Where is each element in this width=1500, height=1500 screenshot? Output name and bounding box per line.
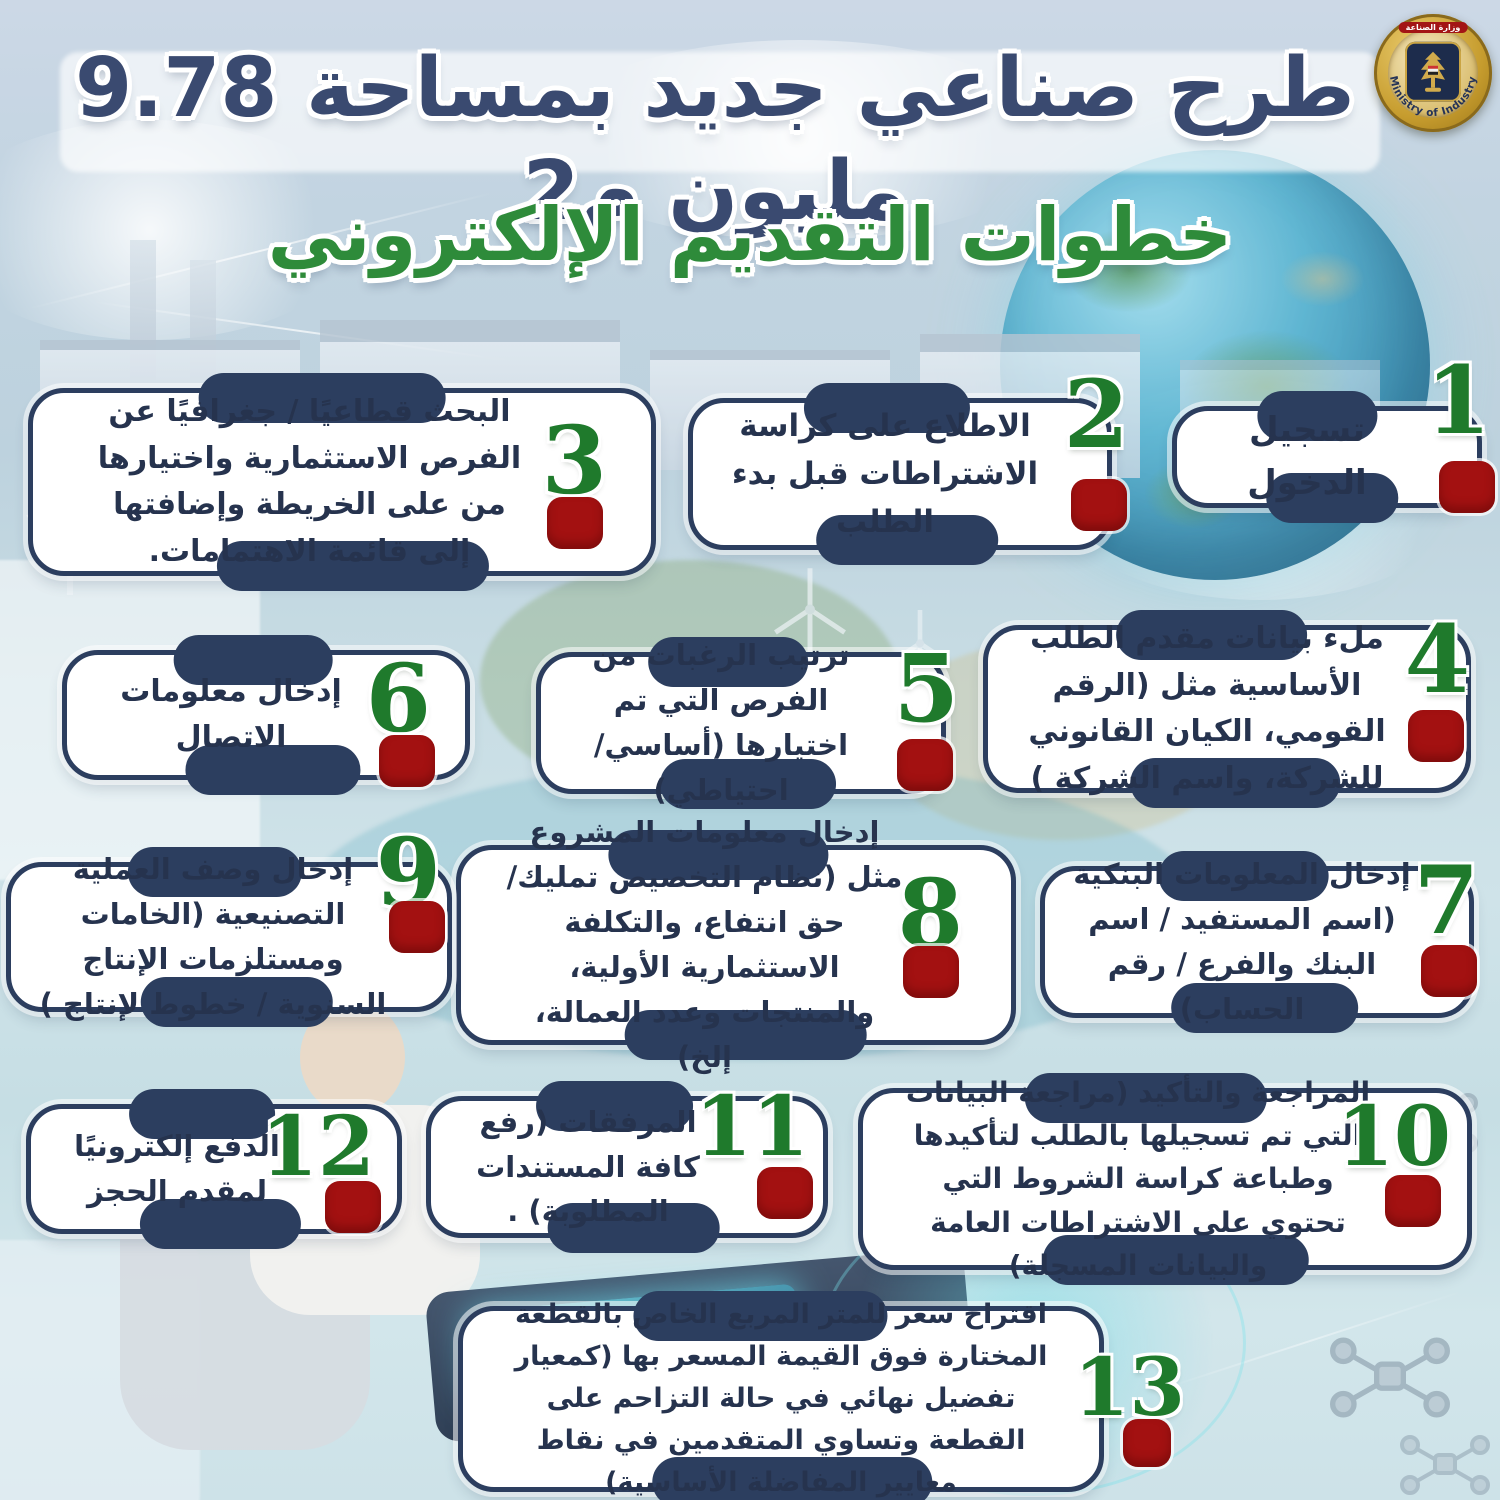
step-card-4: 4 ملء بيانات مقدم الطلب الأساسية مثل (ال… (983, 610, 1471, 808)
card-tab (652, 1457, 933, 1500)
step-marker-square (379, 735, 435, 787)
step-text: ملء بيانات مقدم الطلب الأساسية مثل (الرق… (1028, 621, 1386, 796)
drone-icon (1330, 1337, 1450, 1418)
step-card-10: 10 المراجعة والتأكيد (مراجعة البيانات ال… (858, 1073, 1472, 1285)
step-marker-square (1439, 461, 1495, 513)
step-text: تسجيل الدخول (1247, 410, 1367, 503)
egypt-eagle-emblem-icon (1405, 41, 1461, 102)
card-tab (127, 847, 303, 897)
card-tab (1257, 391, 1378, 441)
step-card-7: 7 إدخال المعلومات البنكية (اسم المستفيد … (1040, 851, 1479, 1033)
step-number: 8 (897, 859, 963, 969)
step-number: 10 (1336, 1089, 1451, 1185)
step-text: اقتراح سعر للمتر المربع الخاص بالقطعة ال… (514, 1299, 1048, 1498)
step-card-1: 1 تسجيل الدخول (1172, 354, 1495, 523)
card-tab (216, 541, 489, 591)
card-tab (1042, 1235, 1309, 1285)
step-marker-square (325, 1181, 381, 1233)
card-tab (198, 373, 446, 423)
step-card-9: 9 إدخال وصف العملية التصنيعية (الخامات و… (6, 826, 452, 1027)
ministry-of-industry-logo: وزارة الصناعة Ministry of Industry (1374, 14, 1492, 132)
step-number: 7 (1413, 846, 1479, 956)
step-marker-square (757, 1167, 813, 1219)
card-tab (1266, 473, 1399, 523)
logo-arabic-banner: وزارة الصناعة (1398, 22, 1468, 33)
step-card-11: 11 المرفقات (رفع كافة المستندات المطلوبة… (426, 1081, 828, 1253)
step-number: 13 (1073, 1340, 1185, 1434)
card-tab (803, 383, 970, 433)
card-tab (648, 637, 809, 687)
card-tab (139, 1199, 301, 1249)
title-backdrop (60, 52, 1380, 172)
step-text: ترتيب الرغبات من الفرص التي تم اختيارها … (592, 638, 850, 807)
step-marker-square (1385, 1175, 1441, 1227)
step-number: 11 (694, 1079, 809, 1175)
svg-text:Ministry of Industry: Ministry of Industry (1387, 75, 1479, 119)
step-text: إدخال المعلومات البنكية (اسم المستفيد / … (1073, 857, 1411, 1026)
step-text: المراجعة والتأكيد (مراجعة البيانات التي … (905, 1075, 1371, 1283)
card-tab (173, 635, 333, 685)
step-card-5: 5 ترتيب الرغبات من الفرص التي تم اختياره… (536, 637, 959, 809)
card-tab (185, 745, 361, 795)
step-number: 12 (260, 1099, 375, 1195)
card-tab (536, 1081, 693, 1131)
step-card-6: 6 إدخال معلومات الاتصال (62, 635, 470, 795)
card-tab (1171, 983, 1358, 1033)
card-tab (1130, 758, 1341, 808)
card-tab (660, 759, 837, 809)
step-card-2: 2 الاطلاع على كراسة الاشتراطات قبل بدء ا… (688, 368, 1129, 565)
step-marker-square (547, 497, 603, 549)
card-tab (624, 1010, 867, 1060)
step-number: 1 (1425, 346, 1491, 456)
step-marker-square (1123, 1419, 1171, 1467)
step-marker-square (1421, 945, 1477, 997)
page-title: طرح صناعي جديد بمساحة 9.78 مليون م2 (75, 41, 1356, 239)
step-card-3: 3 البحث قطاعيًا / جغرافيًا عن الفرص الاس… (28, 373, 656, 591)
step-card-8: 8 إدخال معلومات المشروع مثل (نظام التخصي… (456, 815, 1016, 1074)
card-tab (1024, 1073, 1267, 1123)
step-number: 6 (365, 644, 431, 754)
card-tab (129, 1089, 276, 1139)
step-marker-square (903, 946, 959, 998)
step-number: 5 (893, 634, 959, 744)
step-marker-square (897, 739, 953, 791)
card-tab (608, 830, 829, 880)
step-text: المرفقات (رفع كافة المستندات المطلوبة) . (476, 1104, 700, 1229)
step-marker-square (1408, 710, 1464, 762)
step-text: إدخال وصف العملية التصنيعية (الخامات ومس… (39, 852, 387, 1021)
step-number: 4 (1404, 605, 1470, 715)
card-tab (816, 515, 999, 565)
card-tab (140, 977, 333, 1027)
step-text: الاطلاع على كراسة الاشتراطات قبل بدء الط… (731, 407, 1039, 541)
step-marker-square (1071, 479, 1127, 531)
logo-curved-text: Ministry of Industry (1387, 75, 1479, 119)
card-tab (1158, 851, 1329, 901)
step-text: الدفع إلكترونيًا لمقدم الحجز (74, 1129, 280, 1208)
page-subtitle: خطوات التقديم الإلكتروني (267, 192, 1233, 278)
step-text: إدخال معلومات المشروع مثل (نظام التخصيص … (506, 815, 903, 1074)
step-text: البحث قطاعيًا / جغرافيًا عن الفرص الاستث… (97, 394, 522, 569)
step-text: إدخال معلومات الاتصال (120, 673, 342, 756)
drone-icon (1400, 1435, 1490, 1495)
step-number: 3 (541, 406, 607, 516)
step-marker-square (389, 901, 445, 953)
card-tab (1116, 610, 1308, 660)
step-card-13: 13 اقتراح سعر للمتر المربع الخاص بالقطعة… (458, 1291, 1185, 1500)
step-number: 2 (1063, 360, 1129, 470)
step-card-12: 12 الدفع إلكترونيًا لمقدم الحجز (26, 1089, 402, 1249)
card-tab (633, 1291, 888, 1341)
card-tab (547, 1203, 721, 1253)
